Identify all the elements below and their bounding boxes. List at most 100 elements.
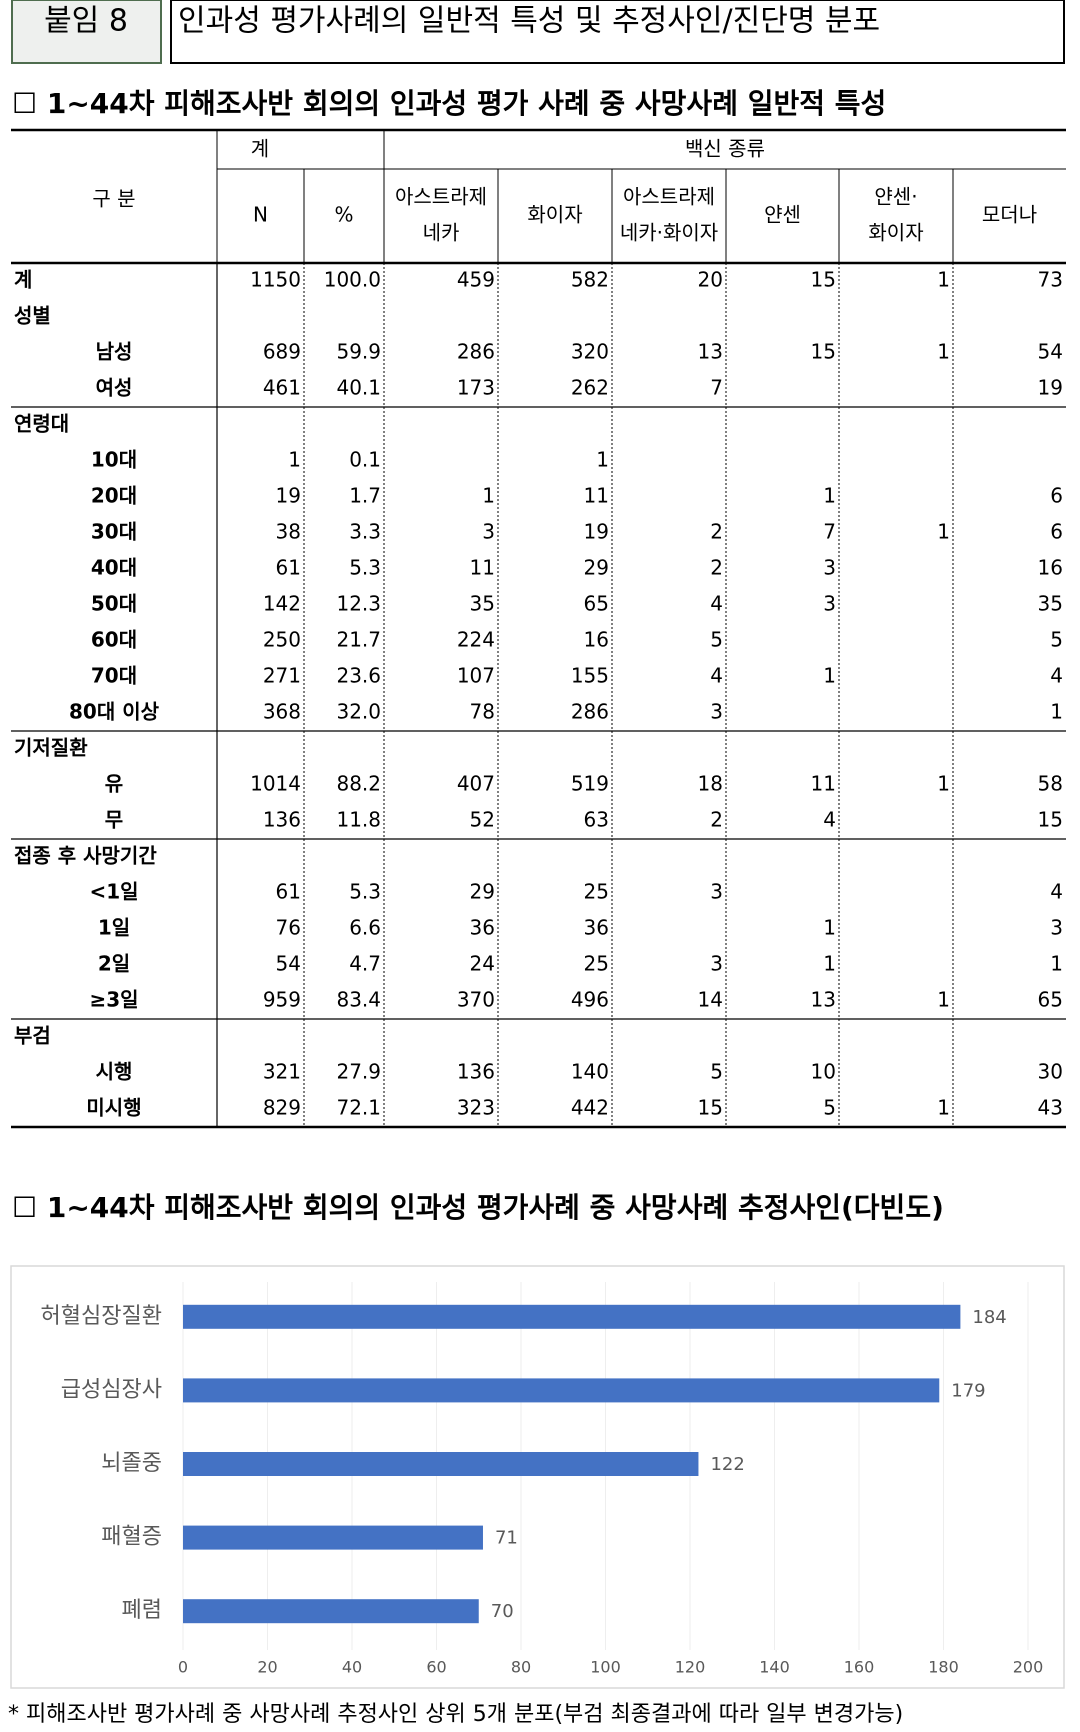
row-label: 70대 <box>91 664 137 688</box>
cell: 78 <box>470 700 495 724</box>
cell: 173 <box>457 376 495 400</box>
row-label: 60대 <box>91 628 137 652</box>
cell: 13 <box>698 340 723 364</box>
cell: 27.9 <box>336 1060 381 1084</box>
column-header: 얀센 <box>764 203 801 227</box>
cell: 262 <box>571 376 609 400</box>
cell: 3 <box>710 880 723 904</box>
column-header: 아스트라제 <box>395 185 487 209</box>
heading: ☐ 1~44차 피해조사반 회의의 인과성 평가 사례 중 사망사례 일반적 특… <box>12 87 887 120</box>
cell: 6 <box>1050 520 1063 544</box>
cell: 29 <box>584 556 609 580</box>
column-header: 네카·화이자 <box>620 221 718 245</box>
cell: 370 <box>457 988 495 1012</box>
cell: 38 <box>276 520 301 544</box>
cell: 519 <box>571 772 609 796</box>
cell: 1 <box>596 448 609 472</box>
cell: 18 <box>698 772 723 796</box>
cell: 15 <box>811 268 836 292</box>
bar <box>183 1452 699 1476</box>
column-header: % <box>334 203 353 227</box>
cell: 32.0 <box>336 700 381 724</box>
cell: 10 <box>811 1060 836 1084</box>
cell: 25 <box>584 952 609 976</box>
cell: 2 <box>710 556 723 580</box>
data-label: 71 <box>495 1528 518 1549</box>
cell: 4 <box>710 592 723 616</box>
cell: 16 <box>1038 556 1063 580</box>
row-label: 남성 <box>96 340 133 364</box>
cell: 19 <box>584 520 609 544</box>
cell: 1 <box>937 268 950 292</box>
x-tick-label: 100 <box>590 1658 621 1677</box>
row-label: 무 <box>105 808 123 832</box>
cell: 1 <box>823 484 836 508</box>
cell: 442 <box>571 1096 609 1120</box>
x-tick-label: 140 <box>759 1658 790 1677</box>
cell: 3 <box>710 700 723 724</box>
cell: 54 <box>1038 340 1063 364</box>
stub: 구 분 <box>92 187 135 211</box>
row-label: ≥3일 <box>89 988 138 1012</box>
column-header: 얀센· <box>874 185 917 209</box>
cell: 286 <box>457 340 495 364</box>
heading: ☐ 1~44차 피해조사반 회의의 인과성 평가사례 중 사망사례 추정사인(다… <box>12 1191 944 1224</box>
cell: 12.3 <box>336 592 381 616</box>
cell: 4 <box>1050 664 1063 688</box>
cell: 582 <box>571 268 609 292</box>
cell: 1 <box>937 520 950 544</box>
row-label: 30대 <box>91 520 137 544</box>
cell: 4 <box>823 808 836 832</box>
cell: 65 <box>584 592 609 616</box>
cell: 43 <box>1038 1096 1063 1120</box>
x-tick-label: 180 <box>928 1658 959 1677</box>
cell: 1 <box>823 916 836 940</box>
cell: 5 <box>710 1060 723 1084</box>
cell: 30 <box>1038 1060 1063 1084</box>
cell: 0.1 <box>349 448 381 472</box>
cell: 52 <box>470 808 495 832</box>
section-label: 기저질환 <box>14 736 88 760</box>
x-tick-label: 120 <box>675 1658 706 1677</box>
cell: 1 <box>1050 952 1063 976</box>
cell: 88.2 <box>336 772 381 796</box>
x-tick-label: 60 <box>426 1658 446 1677</box>
footnote: * 피해조사반 평가사례 중 사망사례 추정사인 상위 5개 분포(부검 최종결… <box>8 1702 904 1727</box>
cell: 320 <box>571 340 609 364</box>
cell: 286 <box>571 700 609 724</box>
bar <box>183 1378 940 1403</box>
cell: 407 <box>457 772 495 796</box>
column-header: 네카 <box>423 221 460 245</box>
cell: 23.6 <box>336 664 381 688</box>
x-tick-label: 80 <box>511 1658 531 1677</box>
cell: 1 <box>288 448 301 472</box>
cell: 35 <box>470 592 495 616</box>
tag-box <box>11 0 162 64</box>
cell: 461 <box>263 376 301 400</box>
cell: 20 <box>698 268 723 292</box>
cell: 959 <box>263 988 301 1012</box>
cell: 459 <box>457 268 495 292</box>
cell: 5.3 <box>349 556 381 580</box>
cell: 3 <box>482 520 495 544</box>
bar <box>183 1599 479 1624</box>
y-tick-label: 급성심장사 <box>61 1377 162 1402</box>
row-label: 10대 <box>91 448 137 472</box>
cell: 829 <box>263 1096 301 1120</box>
cell: 11.8 <box>336 808 381 832</box>
x-tick-label: 160 <box>844 1658 875 1677</box>
cell: 5 <box>823 1096 836 1120</box>
cell: 63 <box>584 808 609 832</box>
cell: 224 <box>457 628 495 652</box>
row-label: 계 <box>14 268 32 292</box>
cell: 1 <box>823 952 836 976</box>
cell: 1150 <box>250 268 301 292</box>
cell: 3 <box>710 952 723 976</box>
cell: 65 <box>1038 988 1063 1012</box>
column-header: 화이자 <box>868 221 923 245</box>
section-label: 성별 <box>14 304 51 328</box>
cell: 107 <box>457 664 495 688</box>
row-label: 미시행 <box>86 1096 141 1120</box>
row-label: 40대 <box>91 556 137 580</box>
cell: 2 <box>710 808 723 832</box>
